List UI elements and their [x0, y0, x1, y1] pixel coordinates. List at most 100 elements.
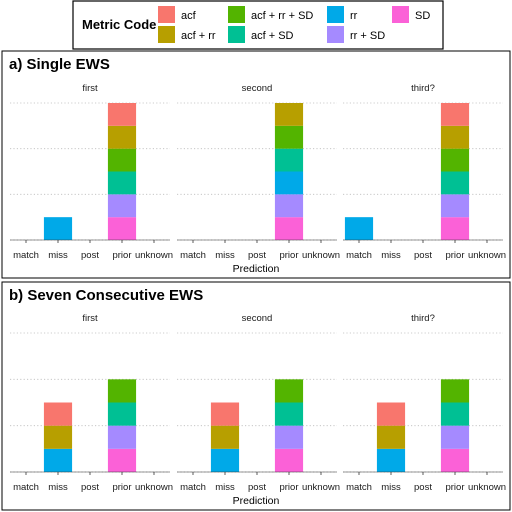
bar-second-miss-acf-rr — [210, 425, 240, 449]
legend-label-acf-rr: acf + rr — [181, 30, 216, 42]
x-tick-label-unknown: unknown — [468, 482, 506, 493]
x-tick-label-unknown: unknown — [135, 250, 173, 261]
x-tick-label-post: post — [81, 250, 99, 261]
bar-third-prior-acf-rr-sd — [440, 148, 470, 172]
facet-label-third: third? — [411, 313, 435, 324]
x-tick-label-prior: prior — [445, 482, 464, 493]
x-tick-label-unknown: unknown — [302, 482, 340, 493]
x-tick-label-miss: miss — [48, 482, 68, 493]
bar-second-prior-rr-sd — [274, 194, 304, 218]
x-tick-label-unknown: unknown — [468, 250, 506, 261]
x-tick-label-match: match — [180, 482, 206, 493]
bar-first-prior-acf-sd — [107, 171, 137, 195]
x-tick-label-match: match — [13, 482, 39, 493]
bar-first-prior-acf-rr-sd — [107, 379, 137, 403]
x-tick-label-match: match — [346, 250, 372, 261]
bar-third-match-rr — [344, 217, 374, 240]
legend-label-rr-sd: rr + SD — [350, 30, 385, 42]
bar-second-miss-rr — [210, 448, 240, 472]
bar-first-prior-acf-sd — [107, 402, 137, 426]
bar-third-prior-sd — [440, 448, 470, 472]
bar-second-prior-acf-sd — [274, 402, 304, 426]
bar-second-miss-acf — [210, 402, 240, 426]
legend-key-rr-sd — [327, 26, 344, 43]
bar-third-prior-acf-sd — [440, 402, 470, 426]
bar-second-prior-acf-rr — [274, 103, 304, 126]
x-tick-label-miss: miss — [215, 250, 235, 261]
facet-second: second match miss post prior unknown — [177, 83, 340, 261]
facet-label-second: second — [242, 313, 273, 324]
bar-third-miss-rr — [376, 448, 406, 472]
x-tick-label-post: post — [248, 482, 266, 493]
panel-a-plot: first match miss post prior unknown second matc… — [10, 83, 506, 261]
panel-b-title: b) Seven Consecutive EWS — [9, 287, 203, 304]
x-tick-label-prior: prior — [445, 250, 464, 261]
legend: Metric Code acf acf + rr acf + rr + SD acf … — [72, 0, 444, 50]
bar-first-prior-acf — [107, 103, 137, 126]
legend-key-acf — [158, 6, 175, 23]
bar-third-prior-rr-sd — [440, 425, 470, 449]
bar-first-prior-sd — [107, 217, 137, 240]
x-tick-label-miss: miss — [381, 482, 401, 493]
x-tick-label-post: post — [414, 482, 432, 493]
panel-b-xlabel: Prediction — [233, 495, 280, 507]
bar-first-prior-acf-rr — [107, 125, 137, 149]
bar-first-prior-sd — [107, 448, 137, 472]
bar-first-prior-acf-rr-sd — [107, 148, 137, 172]
bar-third-prior-acf-rr-sd — [440, 379, 470, 403]
legend-label-acf-rr-sd: acf + rr + SD — [251, 10, 313, 22]
bar-third-miss-acf — [376, 402, 406, 426]
panel-a-title: a) Single EWS — [9, 56, 110, 73]
x-tick-label-match: match — [180, 250, 206, 261]
facet-first: first match miss post prior unknown — [10, 83, 173, 261]
bar-second-prior-rr — [274, 171, 304, 195]
x-tick-label-prior: prior — [279, 482, 298, 493]
legend-items: acf acf + rr acf + rr + SD acf + SD rr rr + S… — [158, 6, 430, 43]
x-tick-label-post: post — [81, 482, 99, 493]
bar-first-miss-rr — [43, 448, 73, 472]
x-tick-label-miss: miss — [48, 250, 68, 261]
x-tick-label-unknown: unknown — [135, 482, 173, 493]
bar-third-miss-acf-rr — [376, 425, 406, 449]
legend-key-acf-rr-sd — [228, 6, 245, 23]
x-tick-label-prior: prior — [112, 250, 131, 261]
bar-second-prior-acf-rr-sd — [274, 379, 304, 403]
bar-second-prior-sd — [274, 448, 304, 472]
legend-key-acf-sd — [228, 26, 245, 43]
bar-third-prior-acf — [440, 103, 470, 126]
bar-third-prior-sd — [440, 217, 470, 240]
bar-second-prior-acf-rr-sd — [274, 125, 304, 149]
facet-third: third? match miss post prior unknown — [343, 83, 506, 261]
legend-title: Metric Code — [82, 17, 156, 32]
x-tick-label-prior: prior — [112, 482, 131, 493]
facet-third: third? match miss post prior unknown — [343, 313, 506, 493]
panel-a: a) Single EWS first match miss post prior unk… — [1, 50, 511, 279]
bar-first-miss-rr — [43, 217, 73, 240]
x-tick-label-miss: miss — [215, 482, 235, 493]
panel-b-plot: first match miss post prior unknown second matc… — [10, 313, 506, 493]
bar-third-prior-acf-rr — [440, 125, 470, 149]
panel-a-xlabel: Prediction — [233, 263, 280, 275]
facet-label-third: third? — [411, 83, 435, 94]
legend-key-acf-rr — [158, 26, 175, 43]
bar-second-prior-rr-sd — [274, 425, 304, 449]
x-tick-label-prior: prior — [279, 250, 298, 261]
bar-third-prior-acf-sd — [440, 171, 470, 195]
facet-label-first: first — [82, 83, 98, 94]
legend-label-rr: rr — [350, 10, 358, 22]
bar-first-prior-rr-sd — [107, 425, 137, 449]
bar-third-prior-rr-sd — [440, 194, 470, 218]
facet-first: first match miss post prior unknown — [10, 313, 173, 493]
facet-second: second match miss post prior unknown — [177, 313, 340, 493]
legend-label-acf: acf — [181, 10, 197, 22]
legend-key-rr — [327, 6, 344, 23]
x-tick-label-post: post — [248, 250, 266, 261]
legend-label-sd: SD — [415, 10, 430, 22]
bar-second-prior-acf-sd — [274, 148, 304, 172]
bar-first-miss-acf-rr — [43, 425, 73, 449]
facet-label-first: first — [82, 313, 98, 324]
bar-first-prior-rr-sd — [107, 194, 137, 218]
bar-first-miss-acf — [43, 402, 73, 426]
x-tick-label-match: match — [13, 250, 39, 261]
bar-second-prior-sd — [274, 217, 304, 240]
